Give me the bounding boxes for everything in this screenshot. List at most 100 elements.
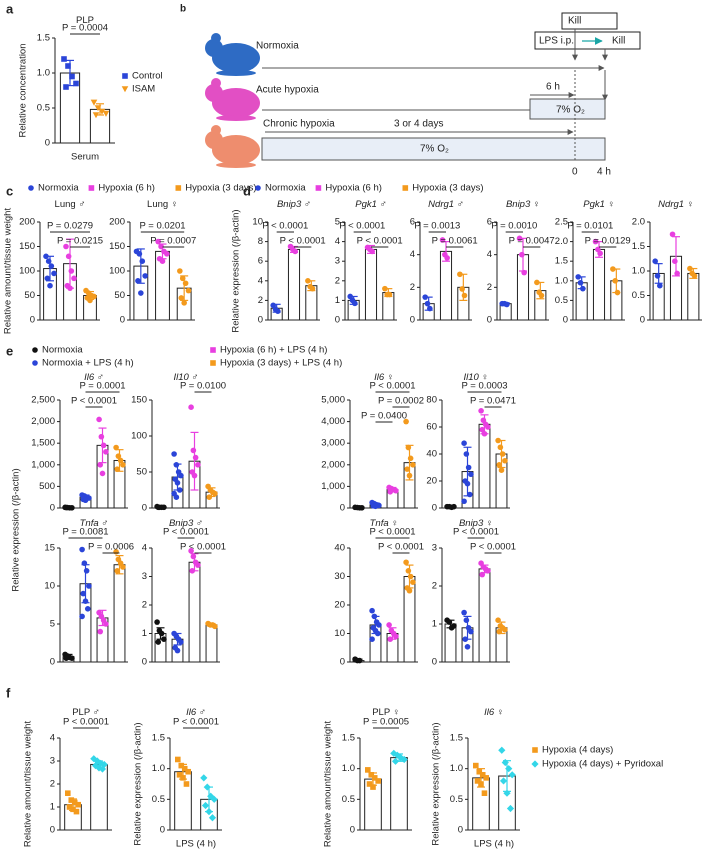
title-sex: ♀ [393, 707, 400, 718]
data-point [176, 772, 183, 778]
data-point [180, 775, 186, 781]
data-point [410, 579, 416, 585]
data-point [502, 626, 508, 633]
bar [90, 763, 108, 831]
data-point [496, 628, 503, 635]
y-tick-label: 1.0 [632, 266, 645, 277]
y-tick-label: 0 [50, 825, 55, 836]
comparison-label: P = 0.0215 [57, 236, 103, 247]
data-point [87, 297, 93, 304]
data-point [65, 790, 71, 796]
y-tick-label: 1.0 [342, 763, 355, 774]
legend-label: Hypoxia (6 h) + LPS (4 h) [220, 345, 327, 356]
chart-title: Il10 ♂ [173, 372, 198, 383]
time-label: 0 [572, 167, 578, 178]
data-point [654, 273, 661, 279]
y-tick-label: 1.5 [342, 733, 355, 744]
title-text: Il10 [173, 372, 189, 383]
chart-title: Il6 ♂ [186, 707, 206, 718]
y-tick-label: 1 [432, 619, 437, 630]
data-point [374, 630, 381, 637]
data-point [359, 504, 365, 511]
chart-title: Bnip3 ♂ [277, 199, 311, 210]
y-tick-label: 2 [335, 275, 340, 286]
legend-marker [402, 185, 409, 191]
y-tick-label: 3 [432, 543, 437, 554]
bar [478, 423, 491, 509]
data-point [403, 418, 409, 425]
legend-marker [121, 86, 129, 93]
y-tick-label: 0 [335, 315, 340, 326]
data-point [181, 300, 187, 306]
title-text: Lung [147, 199, 168, 210]
data-point [82, 598, 89, 604]
o2-label: 7% O₂ [420, 144, 449, 155]
data-point [368, 772, 375, 778]
data-point [506, 804, 515, 813]
y-tick-label: 5,000 [321, 395, 345, 406]
group-label: Chronic hypoxia [263, 119, 335, 130]
data-point [183, 781, 190, 787]
y-tick-label: 2.0 [555, 236, 568, 247]
y-tick-label: 0 [563, 315, 568, 326]
data-point [185, 768, 191, 775]
data-point [174, 647, 181, 654]
data-point [99, 470, 106, 477]
y-tick-label: 1 [142, 628, 147, 639]
data-point [461, 440, 467, 447]
data-point [451, 623, 457, 629]
data-point [386, 291, 393, 298]
x-axis-label: LPS (4 h) [176, 839, 216, 850]
data-point [610, 266, 616, 272]
data-point [114, 568, 121, 574]
comparison-label: P = 0.0013 [414, 221, 460, 232]
data-point [534, 279, 540, 286]
title-text: Bnip3 [459, 518, 484, 529]
data-point [369, 248, 375, 255]
data-point [75, 801, 81, 808]
data-point [96, 416, 102, 423]
comparison-label: P = 0.0400 [361, 411, 407, 422]
bar [287, 248, 301, 321]
data-point [387, 636, 394, 642]
chart-title: Bnip3 ♂ [169, 518, 203, 529]
y-tick-label: 2 [142, 600, 147, 611]
y-tick-label: 2 [432, 581, 437, 592]
data-point [195, 462, 201, 468]
y-tick-label: 10 [252, 217, 263, 228]
data-point [212, 490, 218, 497]
y-tick-label: 5 [335, 217, 340, 228]
data-point [69, 655, 75, 661]
data-point [669, 231, 676, 238]
title-sex: ♂ [196, 518, 203, 529]
data-point [47, 282, 53, 289]
comparison-label: P = 0.0061 [432, 236, 478, 247]
y-tick-label: 4 [50, 733, 55, 744]
data-point [387, 489, 394, 495]
comparison-label: P < 0.0001 [369, 381, 415, 392]
data-point [457, 271, 463, 278]
comparison-label: P < 0.0001 [180, 542, 226, 553]
title-text: Tnfa [370, 518, 389, 529]
legend-marker [210, 360, 216, 366]
data-point [171, 451, 177, 457]
data-point [61, 56, 67, 62]
y-tick-label: 4 [335, 236, 340, 247]
legend-marker [122, 73, 128, 79]
data-point [479, 772, 486, 778]
bar [113, 564, 126, 663]
data-point [63, 655, 70, 661]
y-tick-label: 0 [640, 315, 645, 326]
data-point [309, 285, 316, 292]
data-point [208, 814, 217, 822]
chart-title: Tnfa ♀ [370, 518, 399, 529]
y-tick-label: 0 [160, 825, 165, 836]
chart-title: Bnip3 ♀ [459, 518, 493, 529]
panel-letter: a [6, 1, 14, 16]
data-point [159, 258, 166, 265]
comparison-label: P < 0.0001 [163, 527, 209, 538]
data-point [91, 293, 97, 300]
y-tick-label: 1.5 [37, 33, 50, 44]
duration-label: 3 or 4 days [394, 119, 443, 130]
